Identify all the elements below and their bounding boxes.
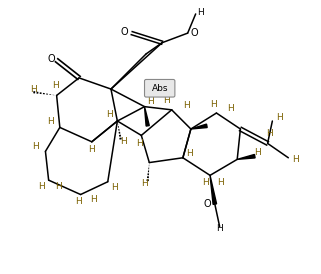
- Polygon shape: [144, 107, 149, 126]
- FancyBboxPatch shape: [144, 79, 175, 97]
- Text: H: H: [90, 195, 97, 204]
- Text: H: H: [197, 8, 204, 17]
- Text: H: H: [148, 97, 154, 106]
- Text: Abs: Abs: [152, 84, 168, 93]
- Text: H: H: [47, 116, 54, 125]
- Text: H: H: [228, 104, 234, 113]
- Text: H: H: [292, 155, 299, 164]
- Text: H: H: [111, 183, 118, 192]
- Text: H: H: [32, 142, 39, 151]
- Text: H: H: [217, 178, 224, 187]
- Text: H: H: [187, 149, 193, 158]
- Text: H: H: [38, 182, 45, 191]
- Text: O: O: [204, 199, 212, 209]
- Text: H: H: [255, 149, 261, 158]
- Text: H: H: [202, 178, 209, 187]
- Text: H: H: [266, 129, 273, 138]
- Text: H: H: [88, 145, 95, 154]
- Text: H: H: [183, 101, 189, 110]
- Text: H: H: [120, 137, 126, 146]
- Text: H: H: [76, 197, 82, 206]
- Text: H: H: [55, 182, 62, 191]
- Text: H: H: [276, 113, 283, 122]
- Text: H: H: [106, 110, 113, 119]
- Text: H: H: [141, 179, 148, 188]
- Text: H: H: [52, 81, 58, 90]
- Text: O: O: [47, 54, 55, 64]
- Polygon shape: [210, 175, 217, 204]
- Text: H: H: [30, 85, 37, 94]
- Text: O: O: [121, 27, 128, 36]
- Text: H: H: [210, 99, 217, 109]
- Polygon shape: [191, 124, 207, 129]
- Text: H: H: [136, 139, 143, 148]
- Polygon shape: [237, 155, 255, 159]
- Text: O: O: [191, 28, 198, 38]
- Text: H: H: [163, 96, 170, 105]
- Text: H: H: [216, 224, 223, 233]
